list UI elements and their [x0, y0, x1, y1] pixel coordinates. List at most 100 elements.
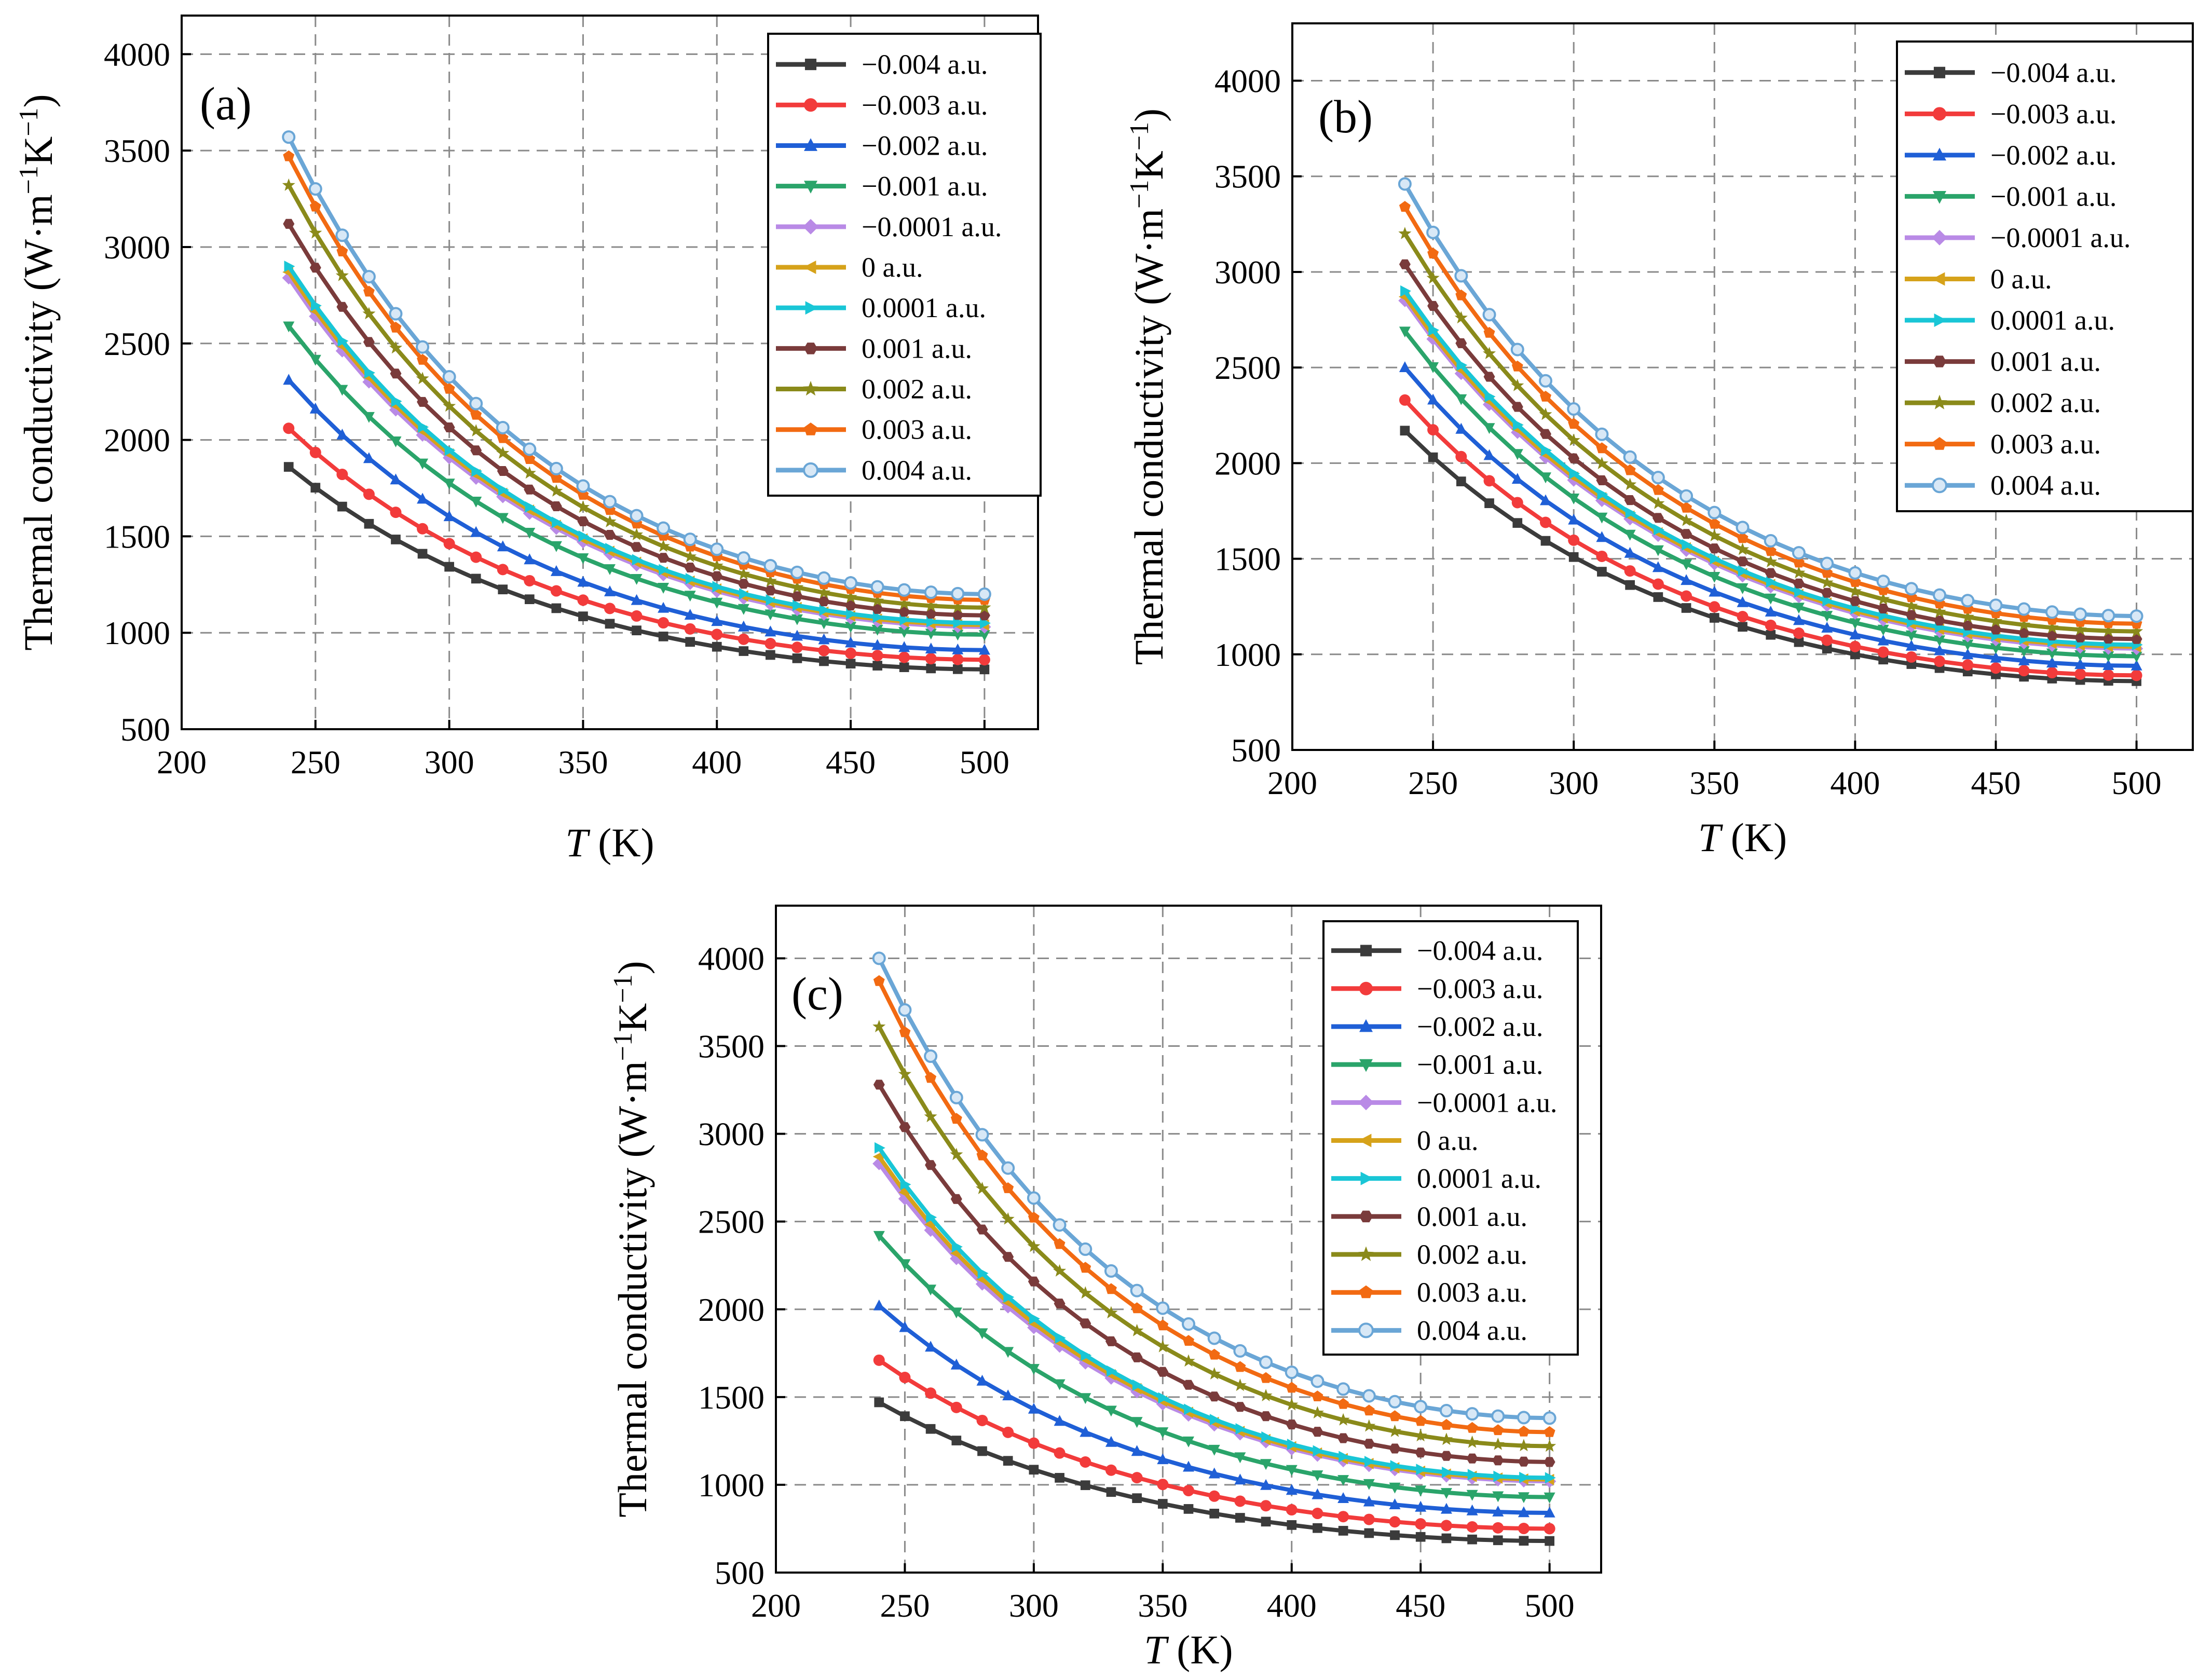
x-tick-label: 300 — [1549, 764, 1599, 801]
data-point — [873, 1299, 885, 1310]
data-point — [1028, 1276, 1040, 1287]
legend-label: 0.003 a.u. — [862, 414, 972, 445]
data-point — [1877, 604, 1889, 613]
data-point — [1002, 1426, 1014, 1438]
data-point — [1624, 529, 1636, 541]
data-point — [1234, 1361, 1246, 1372]
data-point — [309, 200, 321, 212]
data-point — [283, 374, 295, 385]
data-point — [899, 1122, 911, 1132]
data-point — [1595, 457, 1608, 469]
data-point — [1183, 1436, 1194, 1447]
data-point — [1710, 553, 1721, 565]
y-tick-label: 3500 — [1214, 158, 1281, 195]
legend-label: 0.001 a.u. — [862, 333, 972, 364]
data-point — [924, 1049, 938, 1063]
legend-label: 0.001 a.u. — [1417, 1201, 1527, 1232]
data-point — [1131, 1445, 1143, 1456]
data-point — [1681, 529, 1692, 539]
data-point — [443, 510, 455, 522]
data-point — [1596, 550, 1608, 562]
panel-label: (a) — [200, 78, 252, 130]
data-point — [443, 422, 455, 432]
data-point — [1466, 1435, 1479, 1448]
legend-marker — [804, 59, 817, 71]
data-point — [1542, 1411, 1556, 1425]
y-tick-label: 4000 — [698, 940, 764, 977]
data-point — [1338, 1526, 1348, 1536]
data-point — [1597, 488, 1608, 500]
data-point — [1466, 1504, 1478, 1515]
data-point — [470, 497, 482, 508]
data-point — [497, 513, 509, 524]
data-point — [1260, 1479, 1272, 1490]
data-point — [496, 420, 510, 434]
panel-c: 200 250 300 350 400 450 500 500 1000 1500 2000 2500… — [608, 905, 1602, 1672]
legend-label: 0.004 a.u. — [862, 455, 972, 486]
x-axis-title: T (K) — [1144, 1627, 1233, 1672]
data-point — [1286, 1465, 1298, 1476]
data-point — [497, 564, 509, 576]
data-point — [1793, 556, 1805, 568]
data-point — [1105, 1283, 1117, 1294]
data-point — [1624, 495, 1636, 506]
data-point — [524, 594, 535, 605]
data-point — [1596, 512, 1608, 524]
data-point — [311, 299, 322, 311]
legend-marker — [804, 181, 817, 194]
data-point — [337, 501, 347, 512]
legend-label: 0.002 a.u. — [1990, 387, 2101, 418]
data-point — [576, 479, 590, 493]
data-point — [417, 397, 429, 407]
data-point — [417, 549, 428, 559]
data-point — [976, 1414, 988, 1426]
y-tick-label: 2000 — [104, 422, 170, 459]
data-point — [684, 563, 696, 572]
data-point — [1235, 1423, 1247, 1435]
y-tick-label: 500 — [715, 1554, 764, 1591]
data-point — [390, 473, 402, 485]
data-point — [416, 372, 429, 385]
legend-marker — [1933, 147, 1946, 161]
data-point — [1107, 1365, 1117, 1377]
data-point — [790, 580, 804, 593]
data-point — [364, 367, 375, 379]
data-point — [1961, 610, 1974, 623]
data-point — [975, 1128, 989, 1142]
data-point — [1053, 1264, 1067, 1277]
data-point — [631, 574, 643, 585]
data-point — [1905, 639, 1917, 651]
data-point — [1454, 311, 1468, 324]
data-point — [2073, 623, 2087, 635]
data-point — [1623, 450, 1637, 464]
data-point — [871, 604, 883, 614]
data-point — [1738, 565, 1749, 577]
data-point — [1544, 1492, 1555, 1504]
data-point — [897, 597, 911, 609]
data-point — [524, 553, 536, 565]
data-point — [1157, 1453, 1169, 1465]
data-point — [363, 452, 375, 463]
data-point — [1313, 1445, 1324, 1457]
data-point — [523, 466, 536, 479]
data-point — [1625, 580, 1635, 590]
data-point — [1105, 1336, 1117, 1346]
data-point — [925, 1285, 937, 1296]
data-point — [950, 1307, 962, 1319]
data-point — [1990, 662, 2002, 674]
data-point — [1681, 502, 1692, 513]
data-point — [1336, 1413, 1350, 1426]
data-point — [1388, 1424, 1402, 1437]
data-point — [550, 565, 562, 576]
data-point — [1363, 1495, 1375, 1507]
data-point — [711, 629, 723, 640]
data-point — [873, 1080, 885, 1090]
legend-b: −0.004 a.u. −0.003 a.u. −0.002 a.u. −0.001 … — [1896, 40, 2194, 512]
data-point — [1054, 1238, 1066, 1249]
data-point — [1519, 1536, 1529, 1546]
data-point — [684, 591, 696, 602]
data-point — [1234, 1495, 1246, 1507]
data-point — [1183, 1504, 1194, 1514]
data-point — [1208, 1444, 1220, 1456]
data-point — [1737, 556, 1749, 567]
